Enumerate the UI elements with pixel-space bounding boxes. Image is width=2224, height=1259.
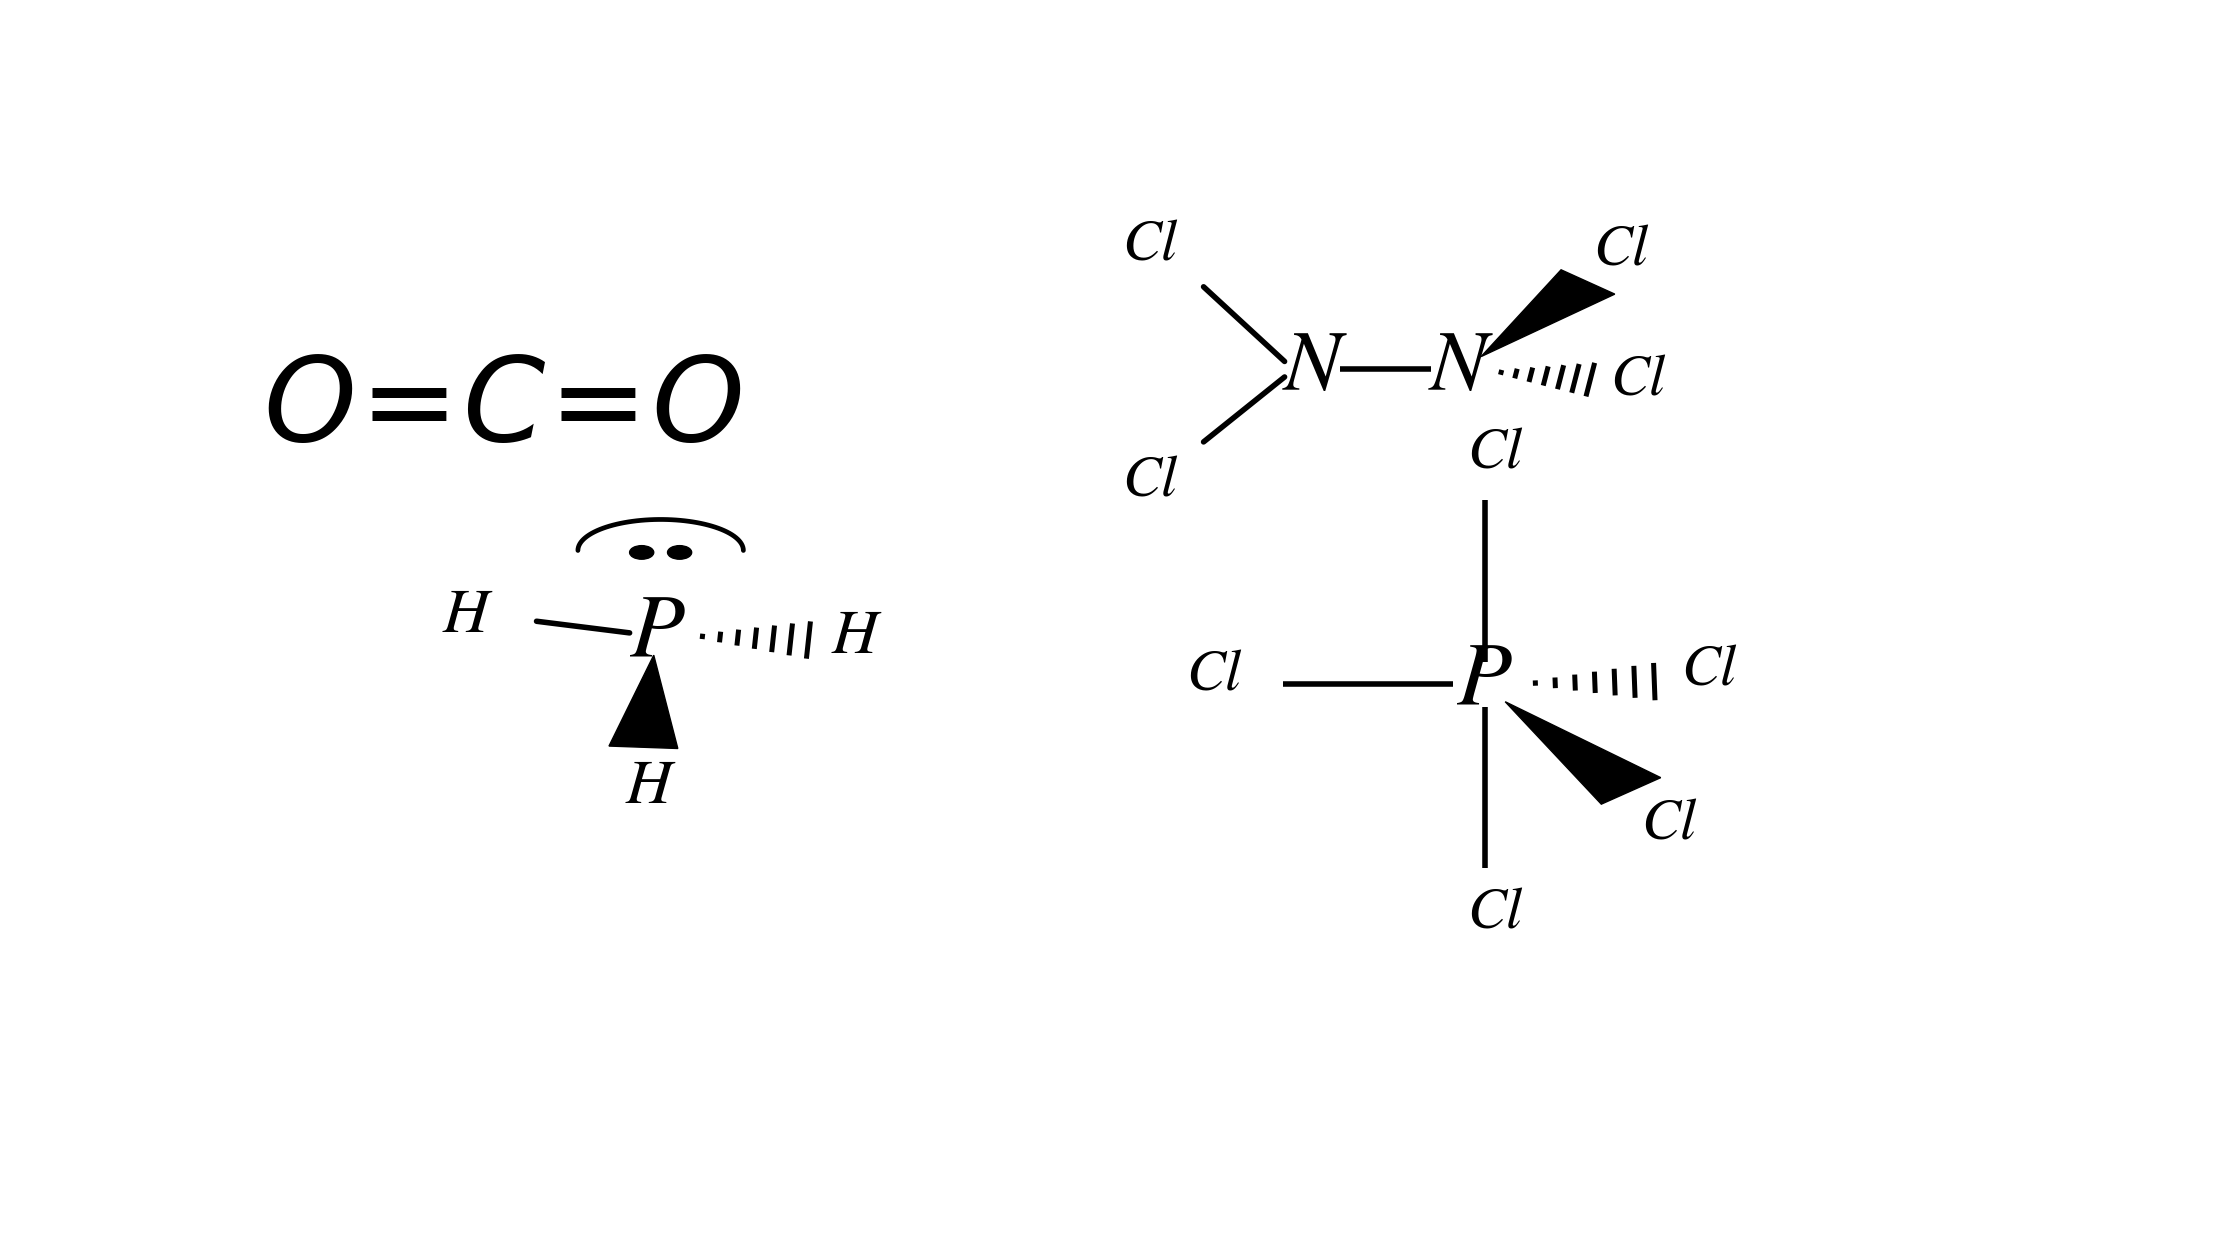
Text: Cl: Cl [1185,650,1241,703]
Text: Cl: Cl [1592,224,1648,277]
Text: N: N [1283,331,1341,408]
Text: Cl: Cl [1681,646,1737,697]
Text: Cl: Cl [1468,888,1523,940]
Text: H: H [625,759,672,816]
Polygon shape [1506,701,1661,805]
Text: Cl: Cl [1123,457,1179,509]
Text: H: H [443,588,489,645]
Text: Cl: Cl [1123,220,1179,272]
Text: H: H [832,609,878,666]
Text: P: P [1457,643,1512,725]
Text: Cl: Cl [1468,428,1523,481]
Polygon shape [609,655,678,749]
Text: P: P [629,596,685,676]
Text: Cl: Cl [1610,355,1666,407]
Text: Cl: Cl [1641,798,1697,851]
Polygon shape [1481,269,1615,356]
Text: N: N [1430,331,1488,408]
Circle shape [629,545,654,559]
Circle shape [667,545,692,559]
Text: $O\!=\!C\!=\!O$: $O\!=\!C\!=\!O$ [262,360,741,466]
